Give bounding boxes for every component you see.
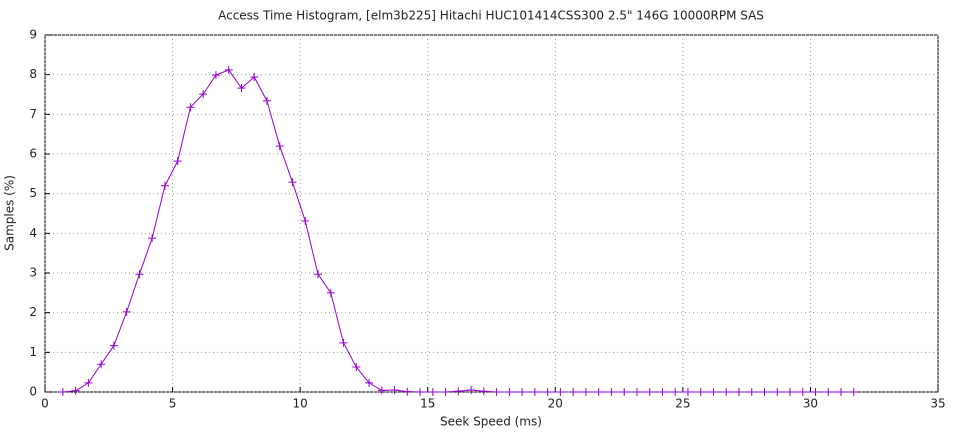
- chart-title: Access Time Histogram, [elm3b225] Hitach…: [218, 9, 764, 23]
- x-axis-label: Seek Speed (ms): [440, 415, 542, 429]
- data-point: [645, 388, 654, 396]
- y-tick-label: 4: [29, 226, 37, 240]
- x-tick-label: 10: [293, 397, 308, 411]
- data-point: [594, 388, 603, 396]
- plot-frame: [44, 34, 939, 393]
- data-point: [365, 378, 374, 387]
- data-point: [352, 363, 361, 372]
- data-point: [747, 388, 756, 396]
- data-point: [326, 288, 335, 297]
- y-tick-label: 5: [29, 186, 37, 200]
- x-tick-label: 0: [41, 397, 49, 411]
- data-point: [467, 386, 476, 395]
- data-point: [518, 388, 527, 396]
- data-point: [122, 307, 131, 316]
- data-point: [798, 388, 807, 396]
- data-point: [199, 90, 208, 99]
- data-point: [416, 388, 425, 396]
- x-tick-label: 20: [548, 397, 563, 411]
- x-tick-label: 5: [169, 397, 177, 411]
- y-tick-label: 1: [29, 345, 37, 359]
- data-point: [658, 388, 667, 396]
- data-point: [760, 388, 769, 396]
- data-point: [530, 388, 539, 396]
- y-tick-label: 2: [29, 305, 37, 319]
- data-point: [71, 386, 80, 395]
- y-tick-label: 7: [29, 107, 37, 121]
- data-point: [441, 388, 450, 396]
- data-point: [773, 388, 782, 396]
- data-point: [786, 388, 795, 396]
- y-tick-label: 8: [29, 67, 37, 81]
- data-point: [811, 388, 820, 396]
- y-axis-label: Samples (%): [3, 175, 17, 251]
- data-point: [492, 388, 501, 396]
- y-tick-label: 9: [29, 28, 37, 42]
- data-point: [58, 388, 67, 396]
- data-point: [824, 388, 833, 396]
- x-tick-label: 30: [803, 397, 818, 411]
- x-tick-label: 15: [420, 397, 435, 411]
- data-point: [607, 388, 616, 396]
- data-point: [505, 388, 514, 396]
- data-point: [262, 96, 271, 105]
- data-point: [709, 388, 718, 396]
- data-point: [734, 388, 743, 396]
- data-point: [109, 341, 118, 350]
- y-tick-label: 3: [29, 266, 37, 280]
- y-tick-label: 6: [29, 147, 37, 161]
- data-line: [62, 69, 854, 393]
- data-point: [837, 388, 846, 396]
- x-tick-label: 35: [930, 397, 945, 411]
- data-point: [237, 84, 246, 93]
- data-point: [339, 338, 348, 347]
- data-point: [288, 178, 297, 187]
- data-point: [84, 378, 93, 387]
- data-point: [186, 103, 195, 112]
- data-point: [135, 270, 144, 279]
- data-point: [390, 386, 399, 395]
- data-point: [849, 388, 858, 396]
- data-point: [543, 388, 552, 396]
- data-point: [173, 157, 182, 166]
- data-point: [211, 71, 220, 80]
- data-point: [454, 387, 463, 396]
- data-point: [556, 388, 565, 396]
- data-point: [97, 360, 106, 369]
- data-point: [581, 388, 590, 396]
- y-tick-label: 0: [29, 385, 37, 399]
- data-point: [377, 386, 386, 395]
- data-point: [275, 142, 284, 151]
- data-point: [148, 234, 157, 243]
- data-point: [479, 387, 488, 396]
- data-point: [620, 388, 629, 396]
- data-point: [683, 388, 692, 396]
- data-point: [403, 387, 412, 396]
- data-point: [722, 388, 731, 396]
- data-point: [301, 217, 310, 226]
- x-tick-label: 25: [675, 397, 690, 411]
- data-point: [696, 388, 705, 396]
- data-point: [314, 270, 323, 279]
- data-point: [428, 388, 437, 396]
- data-point: [569, 388, 578, 396]
- data-point: [250, 73, 259, 82]
- data-point: [671, 388, 680, 396]
- data-point: [224, 65, 233, 74]
- data-point: [160, 181, 169, 190]
- data-point: [632, 388, 641, 396]
